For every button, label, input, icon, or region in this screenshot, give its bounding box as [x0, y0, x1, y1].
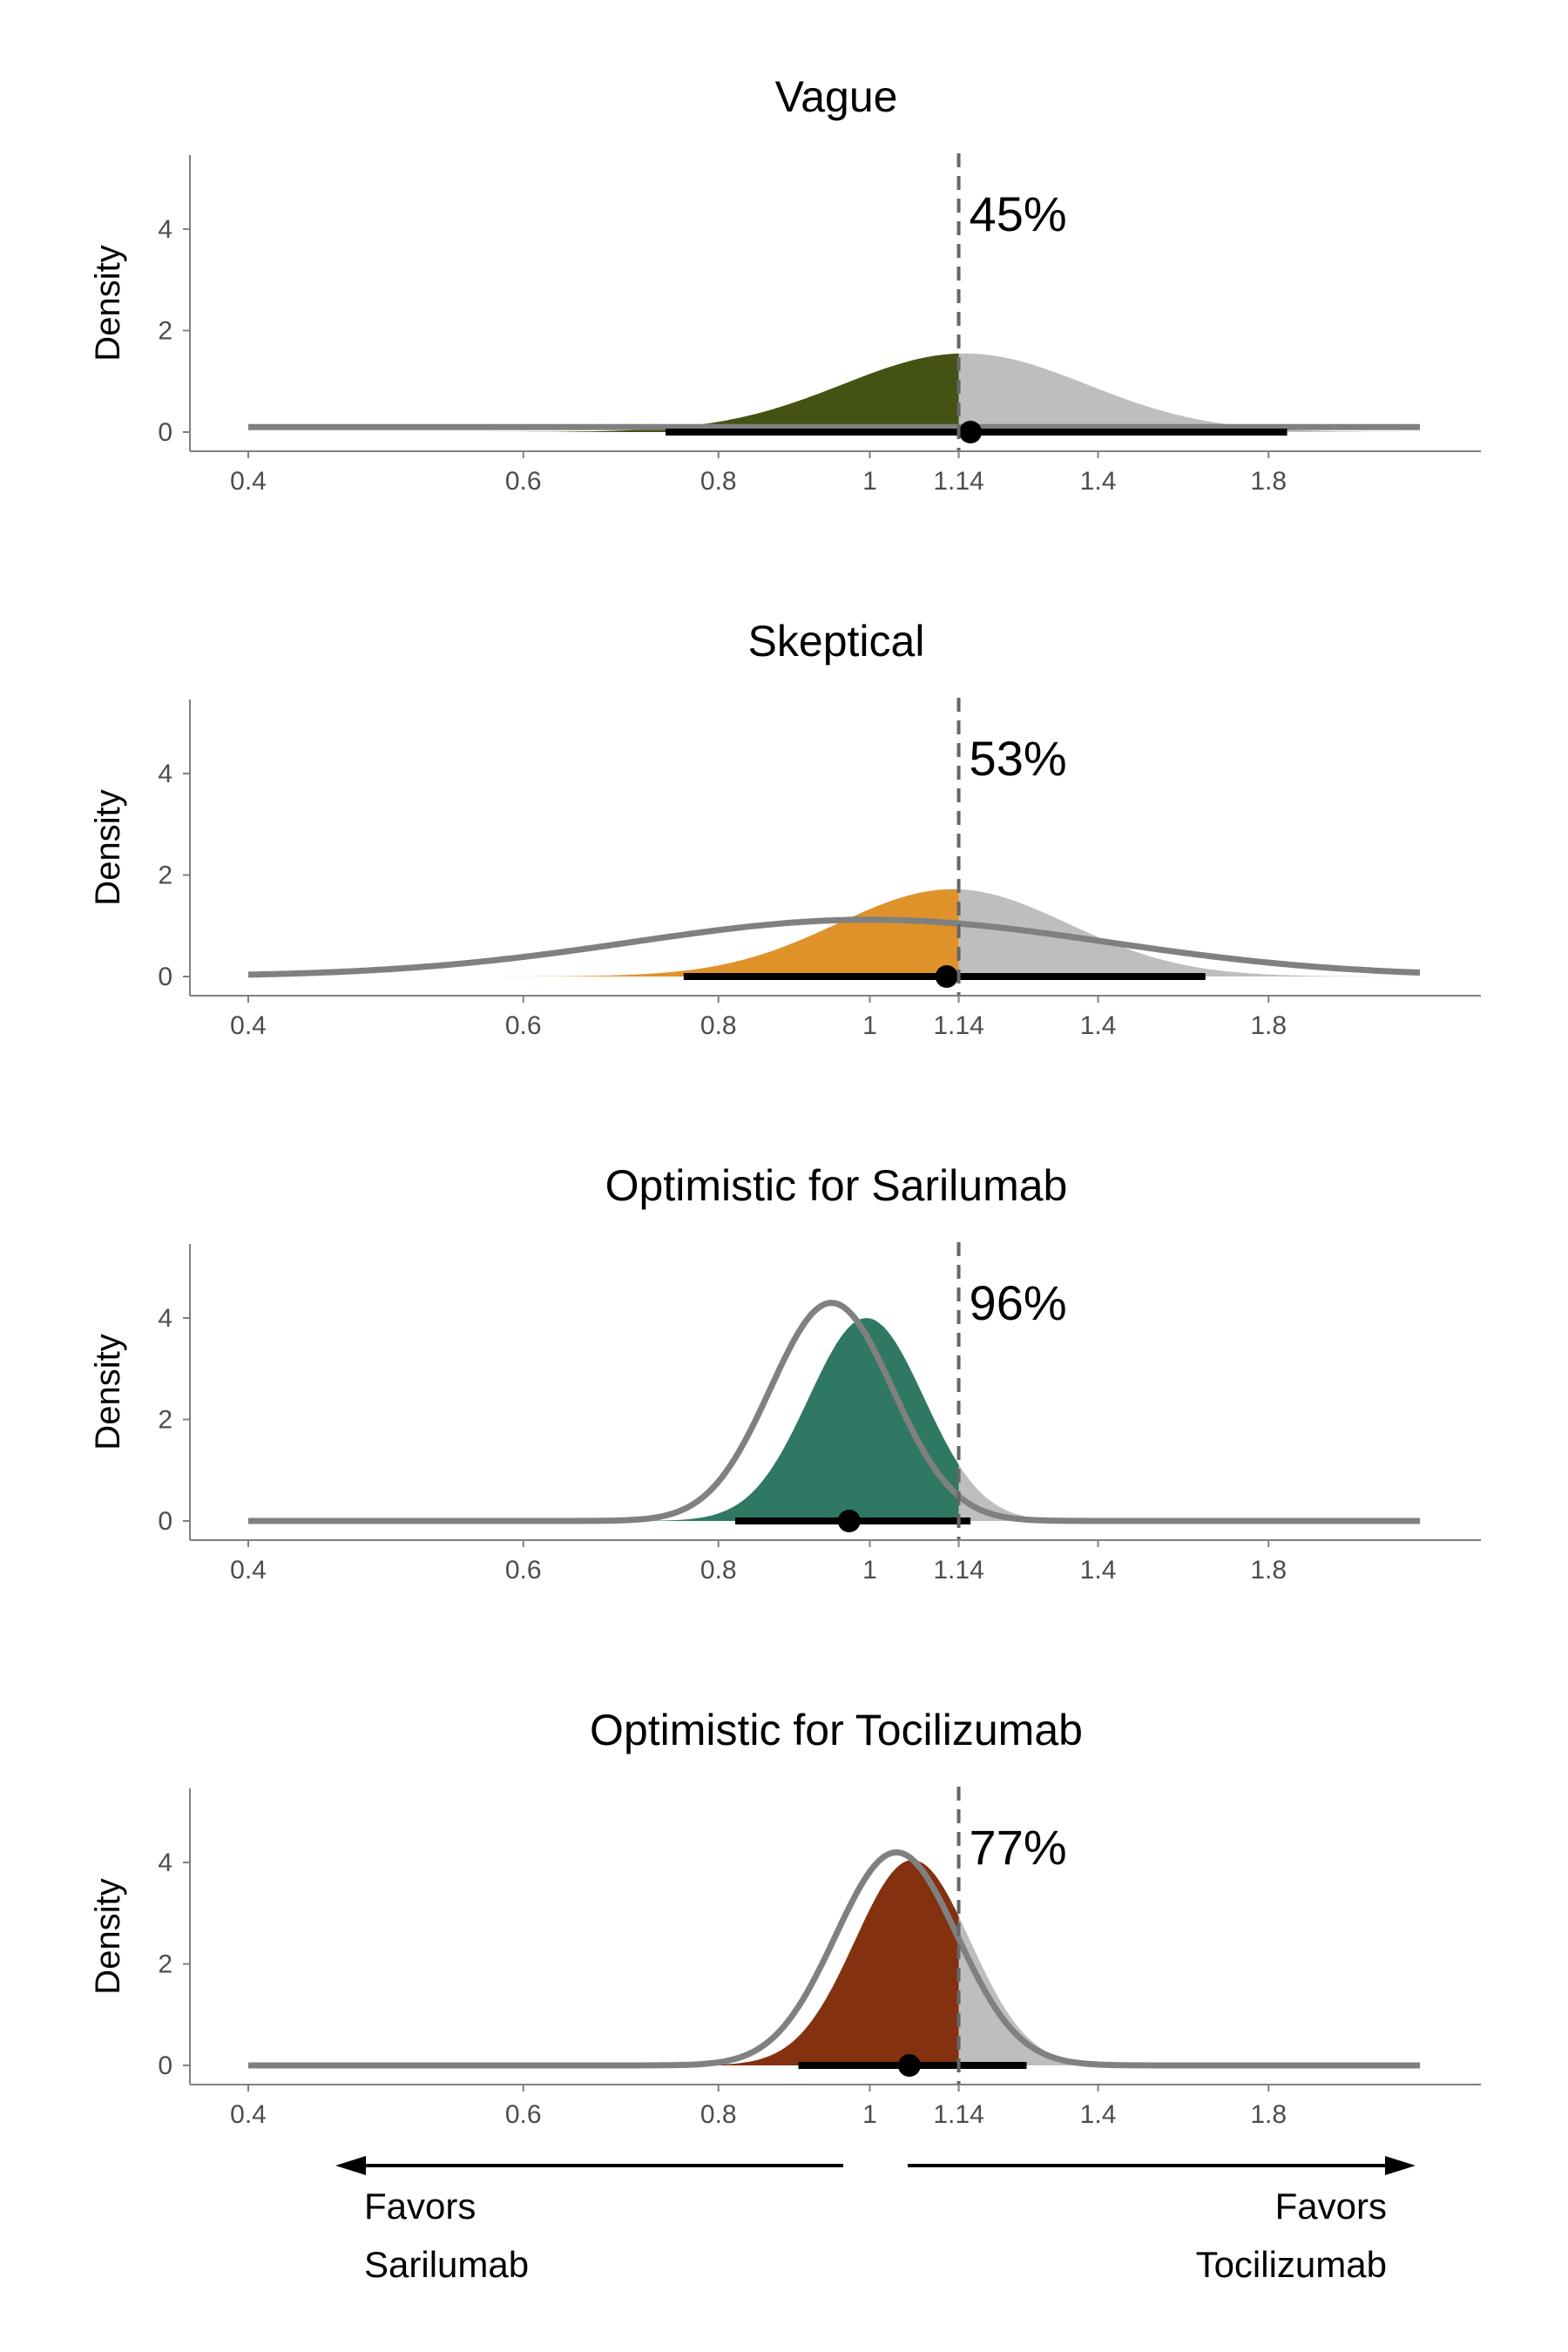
x-tick-label: 1.4	[1080, 2100, 1117, 2129]
x-tick-label: 1	[862, 1011, 877, 1040]
x-tick-label: 0.8	[700, 1011, 737, 1040]
y-tick-label: 2	[158, 862, 172, 890]
x-tick-label: 0.4	[230, 2100, 267, 2129]
favors-sarilumab-line2: Sarilumab	[364, 2244, 529, 2285]
panel-1: Vague Density 45% 0 2 4 0.4 0.6 0.8 1 1.14 1.4 1.8	[89, 72, 1481, 496]
y-tick-label: 4	[158, 215, 172, 244]
y-axis-label: Density	[89, 789, 127, 905]
posterior-area-above-threshold	[958, 353, 1420, 432]
x-tick-label: 0.6	[505, 1011, 542, 1040]
posterior-area-below-threshold	[248, 353, 959, 432]
point-estimate	[837, 1510, 861, 1532]
x-tick-label: 0.8	[700, 2100, 737, 2129]
x-tick-label: 0.6	[505, 1556, 542, 1585]
panel-4: Optimistic for Tocilizumab Density 77% 0 2 4 0…	[89, 1706, 1481, 2129]
favors-sarilumab-line1: Favors	[364, 2186, 476, 2227]
prior-density-curve	[247, 916, 1421, 978]
panel-2: Skeptical Density 53% 0 2 4 0.4 0.6 0.8 1 1.14 1.4 1…	[89, 617, 1481, 1040]
x-tick-label: 0.4	[230, 467, 267, 496]
x-tick-label: 1.14	[933, 1556, 983, 1585]
x-tick-label: 1	[862, 467, 877, 496]
panel-title: Optimistic for Tocilizumab	[590, 1706, 1083, 1754]
x-tick-label: 0.6	[505, 2100, 542, 2129]
y-axis-label: Density	[89, 1878, 127, 1994]
x-tick-label: 1.4	[1080, 1556, 1117, 1585]
x-tick-label: 0.8	[700, 467, 737, 496]
x-tick-label: 1.14	[933, 1011, 983, 1040]
point-estimate	[959, 421, 983, 443]
posterior-area-above-threshold	[958, 1464, 1420, 1521]
favors-tocilizumab-arrowhead	[1385, 2156, 1416, 2175]
probability-label: 45%	[970, 186, 1067, 241]
favors-annotation: Favors Sarilumab Favors Tocilizumab	[335, 2156, 1416, 2285]
posterior-area-below-threshold	[248, 1318, 959, 1521]
prior-density-curve	[248, 1300, 1420, 1524]
favors-tocilizumab-line2: Tocilizumab	[1196, 2244, 1387, 2285]
favors-sarilumab-arrowhead	[335, 2156, 366, 2175]
x-tick-label: 0.8	[700, 1556, 737, 1585]
y-tick-label: 4	[158, 760, 172, 788]
x-tick-label: 0.6	[505, 467, 542, 496]
x-tick-label: 1	[862, 1556, 877, 1585]
y-tick-label: 2	[158, 317, 172, 346]
y-tick-label: 2	[158, 1950, 172, 1979]
panel-3: Optimistic for Sarilumab Density 96% 0 2 4 0.4…	[89, 1161, 1481, 1585]
point-estimate	[935, 965, 958, 988]
probability-label: 53%	[970, 731, 1067, 786]
x-tick-label: 1.14	[933, 467, 983, 496]
y-tick-label: 2	[158, 1406, 172, 1435]
x-tick-label: 0.4	[230, 1011, 267, 1040]
y-axis-label: Density	[89, 245, 127, 361]
favors-tocilizumab-line1: Favors	[1275, 2186, 1387, 2227]
posterior-area-below-threshold	[248, 1860, 959, 2065]
probability-label: 77%	[970, 1820, 1067, 1875]
x-tick-label: 1.8	[1250, 2100, 1287, 2129]
probability-label: 96%	[970, 1275, 1067, 1330]
y-tick-label: 0	[158, 963, 172, 991]
x-tick-label: 1.4	[1080, 1011, 1117, 1040]
x-tick-label: 1.8	[1250, 467, 1287, 496]
y-axis-label: Density	[89, 1334, 127, 1450]
point-estimate	[897, 2054, 921, 2077]
x-tick-label: 0.4	[230, 1556, 267, 1585]
y-tick-label: 0	[158, 1507, 172, 1536]
x-tick-label: 1.8	[1250, 1011, 1287, 1040]
y-tick-label: 0	[158, 418, 172, 447]
panel-title: Vague	[775, 72, 898, 121]
posterior-area-above-threshold	[958, 889, 1420, 977]
y-tick-label: 0	[158, 2051, 172, 2080]
prior-density-curve	[248, 1848, 1420, 2069]
posterior-area-above-threshold	[958, 1916, 1420, 2065]
posterior-area-below-threshold	[248, 889, 959, 977]
panel-title: Optimistic for Sarilumab	[605, 1161, 1068, 1210]
y-tick-label: 4	[158, 1848, 172, 1877]
x-tick-label: 1.8	[1250, 1556, 1287, 1585]
panel-title: Skeptical	[748, 617, 925, 666]
x-tick-label: 1.14	[933, 2100, 983, 2129]
x-tick-label: 1	[862, 2100, 877, 2129]
y-tick-label: 4	[158, 1304, 172, 1333]
x-tick-label: 1.4	[1080, 467, 1117, 496]
